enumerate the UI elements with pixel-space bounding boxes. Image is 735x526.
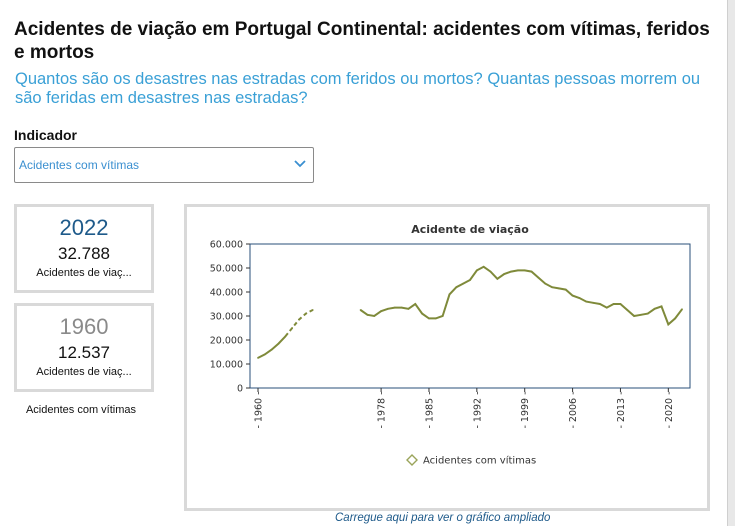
x-tick-label: - 2013 -: [616, 391, 627, 428]
data-point: [633, 315, 636, 317]
card-label: Acidentes de viaç...: [36, 267, 132, 279]
data-point: [257, 357, 259, 359]
data-point: [393, 306, 396, 309]
data-point: [503, 273, 506, 275]
data-point: [304, 312, 307, 315]
data-point: [564, 288, 567, 291]
data-point: [359, 309, 362, 311]
data-point: [626, 309, 629, 311]
x-tick-label: - 2006 -: [568, 391, 579, 428]
cards-caption: Acidentes com vítimas: [25, 404, 137, 416]
card-year: 2022: [59, 215, 109, 240]
data-point: [510, 270, 512, 273]
y-tick-label: 30.000: [210, 312, 243, 323]
data-point: [387, 307, 389, 310]
data-point: [619, 303, 622, 305]
y-tick-label: 40.000: [210, 288, 243, 299]
x-tick-label: - 1992 -: [472, 391, 483, 428]
data-point: [599, 303, 601, 305]
data-point: [441, 315, 444, 317]
y-tick-label: 60.000: [210, 240, 243, 251]
data-point: [373, 315, 376, 317]
series-line-segment: [257, 335, 287, 359]
data-point: [421, 312, 424, 315]
data-point: [674, 317, 677, 320]
x-tick-label: - 1960 -: [254, 391, 265, 428]
card-year: 1960: [59, 314, 109, 339]
data-point: [496, 277, 499, 280]
data-point: [482, 265, 485, 268]
chevron-down-icon: [294, 160, 306, 168]
data-point: [612, 303, 615, 305]
data-point: [571, 294, 574, 297]
y-tick-label: 0: [237, 384, 243, 395]
plot-area-frame: [249, 243, 691, 389]
card-value: 32.788: [58, 244, 110, 263]
data-point: [667, 323, 670, 326]
legend-marker-icon: [406, 454, 418, 466]
data-point: [455, 286, 458, 289]
data-point: [407, 307, 410, 310]
data-point: [380, 310, 382, 313]
window-right-edge: [727, 0, 735, 526]
data-point: [428, 317, 430, 320]
data-point: [551, 286, 553, 289]
data-point: [523, 269, 526, 272]
data-point: [448, 293, 451, 296]
data-point: [585, 300, 588, 303]
y-tick-label: 50.000: [210, 264, 243, 275]
data-point: [489, 270, 492, 273]
data-point: [366, 313, 369, 316]
y-tick-label: 20.000: [210, 336, 243, 347]
indicator-selected-value: Acidentes com vítimas: [19, 158, 140, 172]
x-tick-label: - 1978 -: [377, 391, 388, 428]
data-point: [263, 353, 266, 356]
page-title: Acidentes de viação em Portugal Continen…: [14, 19, 710, 63]
data-point: [277, 342, 280, 345]
data-point: [469, 279, 471, 281]
data-point: [284, 335, 287, 338]
data-point: [462, 282, 465, 285]
data-point: [537, 276, 540, 279]
data-point: [653, 307, 656, 310]
data-point: [311, 309, 314, 311]
x-tick-label: - 2020 -: [664, 391, 675, 428]
data-point: [578, 297, 581, 299]
data-point: [530, 270, 533, 273]
indicator-label: Indicador: [14, 127, 78, 143]
y-tick-label: 10.000: [210, 360, 243, 371]
data-point: [681, 308, 683, 311]
data-point: [434, 317, 437, 320]
series-line-dashed: [284, 309, 314, 338]
data-point: [544, 282, 547, 285]
data-point: [270, 348, 273, 351]
legend-label: Acidentes com vítimas: [423, 455, 536, 467]
data-point: [516, 269, 519, 272]
data-point: [414, 303, 417, 305]
data-point: [646, 312, 649, 315]
summary-card-latest[interactable]: 2022 32.788 Acidentes de viaç...: [14, 204, 154, 293]
x-tick-label: - 1985 -: [424, 391, 435, 428]
card-value: 12.537: [58, 343, 110, 362]
data-point: [400, 306, 403, 309]
line-chart: Acidente de viação 0 10.000 20.000 30.000 40.…: [210, 223, 691, 467]
x-tick-label: - 1999 -: [520, 391, 531, 428]
enlarge-chart-link[interactable]: Carregue aqui para ver o gráfico ampliad…: [335, 512, 551, 524]
data-point: [558, 287, 560, 290]
data-point: [298, 318, 300, 321]
chart-container[interactable]: Acidente de viação 0 10.000 20.000 30.000 40.…: [184, 204, 710, 511]
summary-card-first[interactable]: 1960 12.537 Acidentes de viaç...: [14, 303, 154, 392]
indicator-select[interactable]: Acidentes com vítimas: [14, 147, 314, 183]
data-point: [475, 269, 478, 272]
data-point: [640, 313, 642, 316]
data-point: [592, 301, 594, 304]
data-point: [291, 327, 294, 329]
data-point: [660, 305, 663, 308]
page-subtitle: Quantos são os desastres nas estradas co…: [15, 70, 701, 107]
card-label: Acidentes de viaç...: [36, 366, 132, 378]
chart-title: Acidente de viação: [411, 223, 529, 236]
series-line: [360, 265, 683, 327]
data-point: [605, 306, 608, 309]
